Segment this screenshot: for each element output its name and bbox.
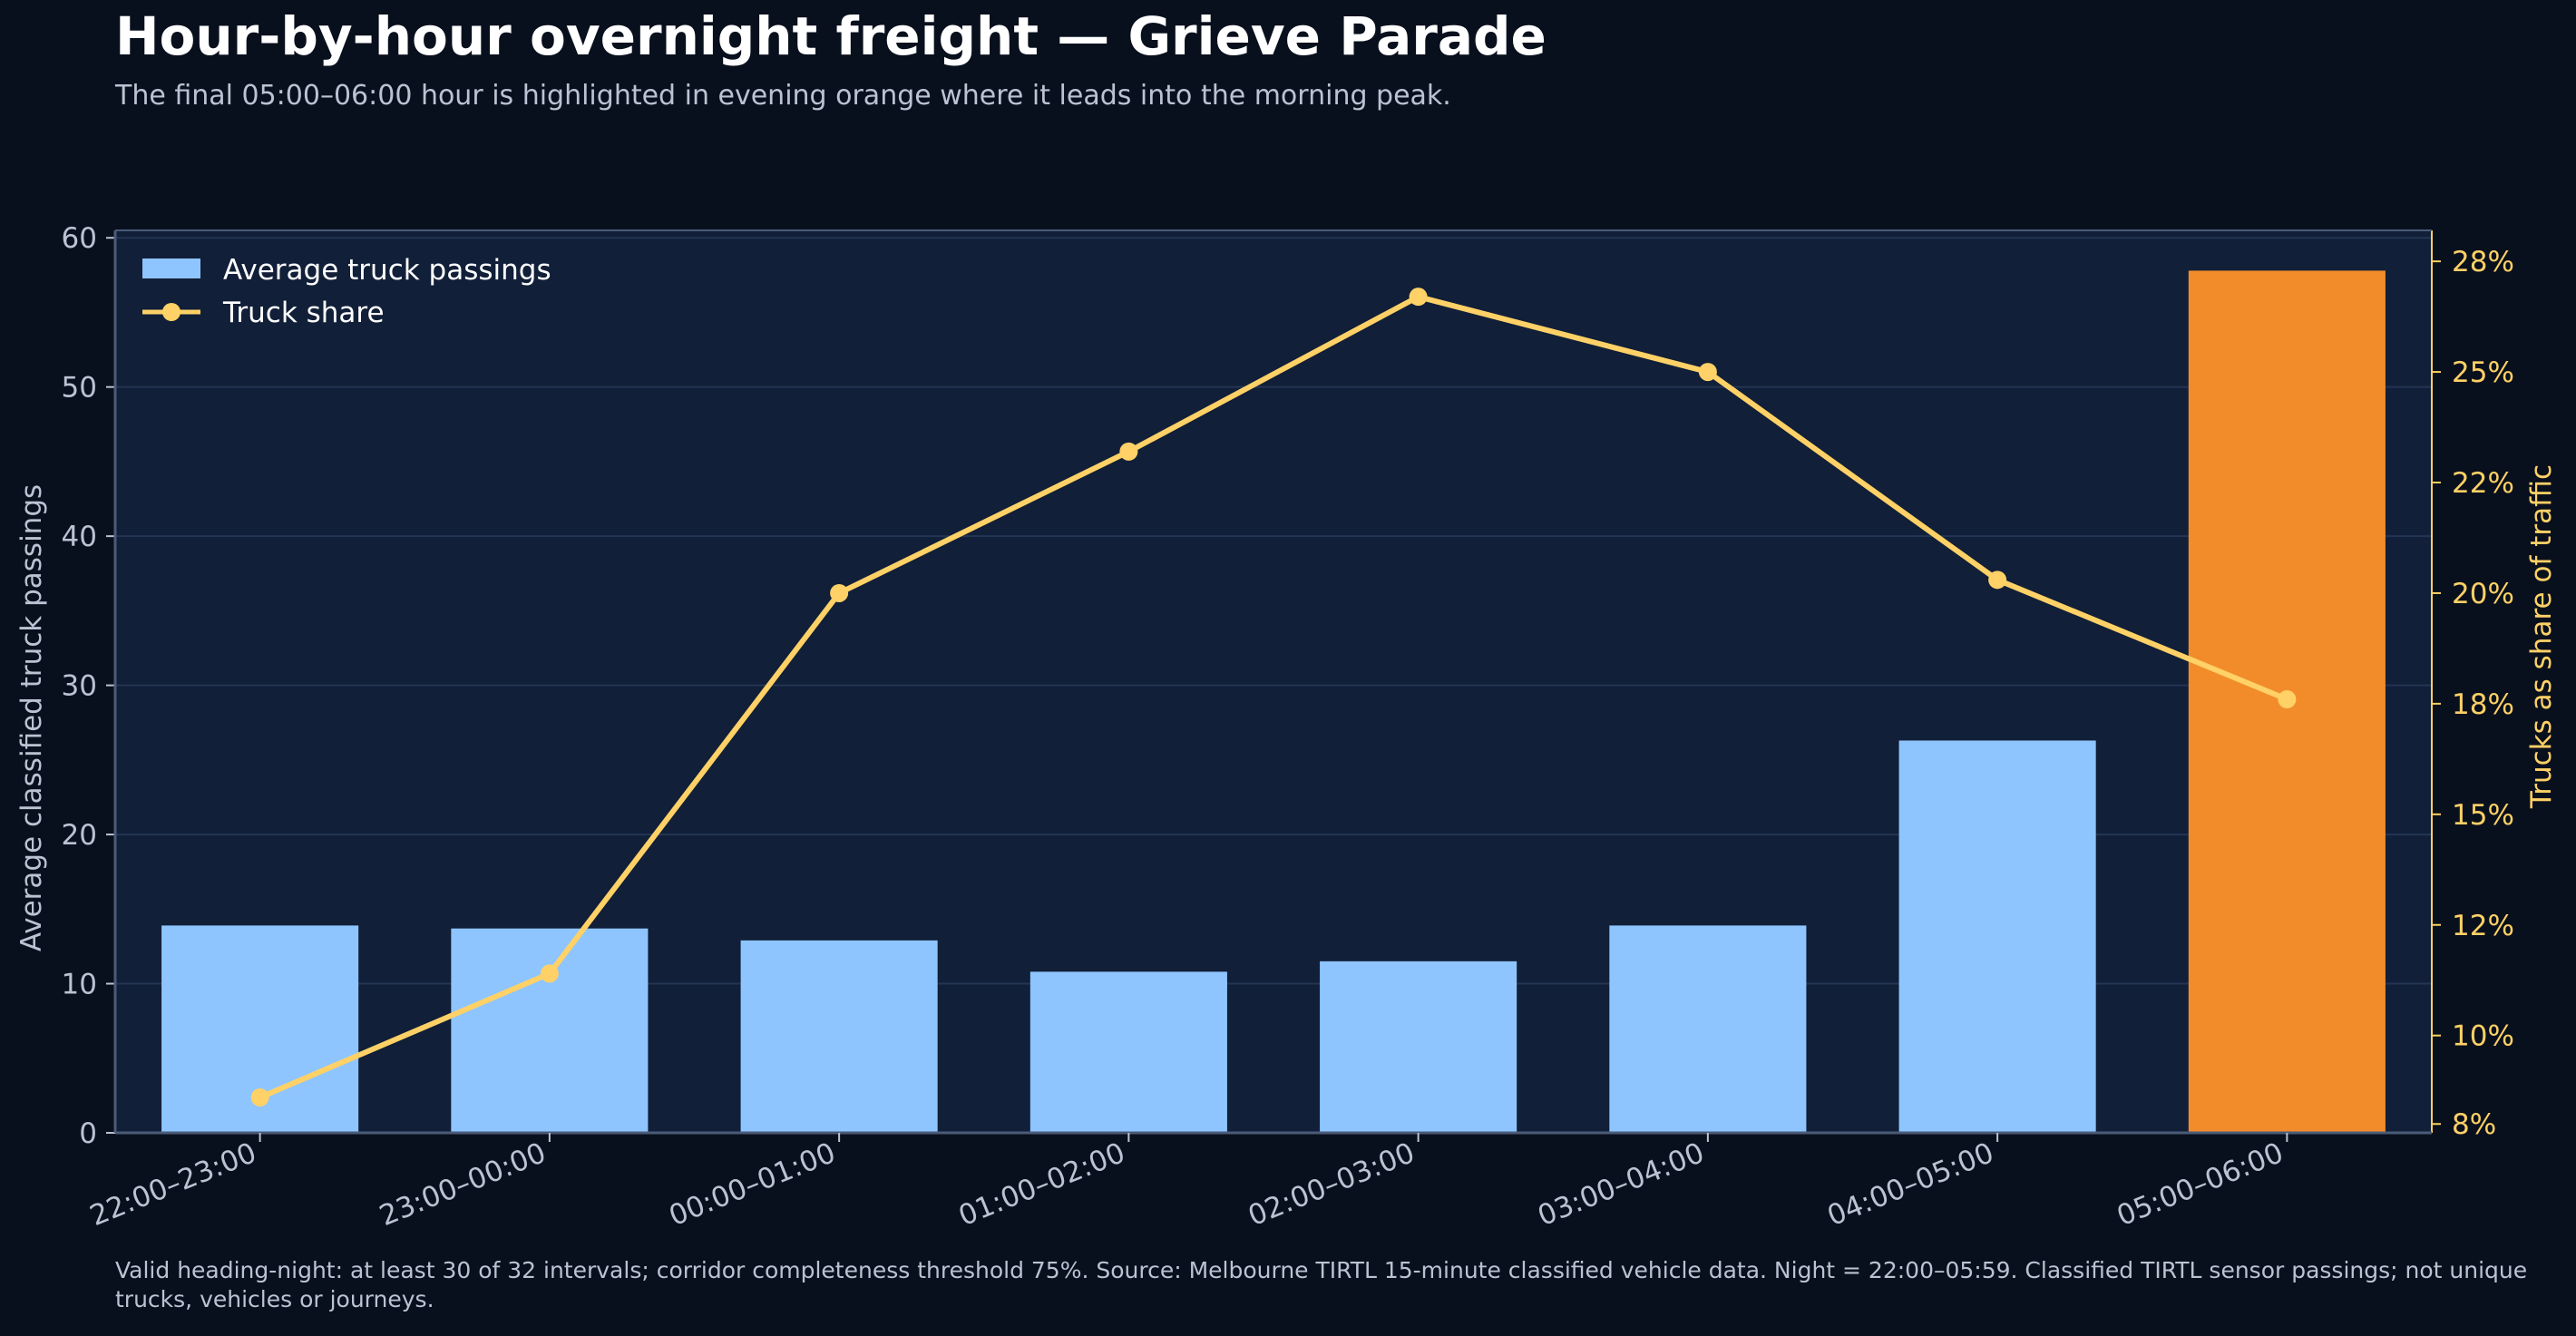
x-tick-label: 01:00–02:00 <box>954 1136 1130 1233</box>
legend-bar-label: Average truck passings <box>223 254 551 287</box>
y2-tick-label: 28% <box>2452 246 2514 278</box>
y-tick-label: 0 <box>79 1117 97 1150</box>
y2-tick-label: 10% <box>2452 1020 2514 1053</box>
truck-share-point-22:00–23:00 <box>250 1087 269 1107</box>
x-tick-label: 23:00–00:00 <box>375 1136 551 1233</box>
y2-axis-title: Trucks as share of traffic <box>2525 464 2558 809</box>
y-tick-label: 50 <box>62 372 97 405</box>
truck-share-line <box>259 294 2288 1100</box>
x-tick-label: 05:00–06:00 <box>2113 1136 2288 1233</box>
chart-title: Hour-by-hour overnight freight — Grieve … <box>115 5 1547 67</box>
x-tick-label: 04:00–05:00 <box>1823 1136 1999 1233</box>
truck-share-point-05:00–06:00 <box>2278 690 2297 709</box>
y2-tick-label: 18% <box>2452 688 2514 721</box>
y-axis-title: Average classified truck passings <box>15 484 48 951</box>
bar-03:00–04:00 <box>1609 925 1807 1133</box>
truck-share-point-00:00–01:00 <box>830 583 849 602</box>
legend: Average truck passings Truck share <box>142 254 551 329</box>
y-tick-label: 30 <box>62 670 97 703</box>
y2-tick-label: 12% <box>2452 910 2514 942</box>
y-tick-label: 60 <box>62 222 97 255</box>
chart-subtitle: The final 05:00–06:00 hour is highlighte… <box>115 80 1451 112</box>
y-tick-label: 40 <box>62 521 97 553</box>
footnote: Valid heading-night: at least 30 of 32 i… <box>115 1257 2528 1312</box>
truck-share-point-01:00–02:00 <box>1119 442 1138 461</box>
bar-04:00–05:00 <box>1898 740 2096 1133</box>
bar-23:00–00:00 <box>451 928 649 1133</box>
x-tick-label: 00:00–01:00 <box>665 1136 841 1233</box>
y2-tick-label: 22% <box>2452 467 2514 500</box>
truck-share-point-04:00–05:00 <box>1988 570 2007 590</box>
bar-01:00–02:00 <box>1029 971 1227 1133</box>
legend-bar-swatch <box>142 258 200 278</box>
truck-share-point-02:00–03:00 <box>1409 288 1428 307</box>
y2-tick-label: 15% <box>2452 799 2514 832</box>
legend-line-marker <box>162 303 181 321</box>
y-tick-label: 20 <box>62 819 97 852</box>
x-tick-label: 22:00–23:00 <box>85 1136 261 1233</box>
bar-series <box>161 270 2386 1133</box>
y-tick-label: 10 <box>62 969 97 1001</box>
bar-02:00–03:00 <box>1320 961 1517 1133</box>
x-tick-label: 02:00–03:00 <box>1244 1136 1420 1233</box>
line-series <box>250 288 2297 1107</box>
y2-tick-label: 8% <box>2452 1108 2496 1141</box>
bar-00:00–01:00 <box>740 940 938 1133</box>
x-tick-label: 03:00–04:00 <box>1533 1136 1709 1233</box>
y2-tick-label: 20% <box>2452 578 2514 610</box>
truck-share-point-23:00–00:00 <box>540 964 559 983</box>
truck-share-point-03:00–04:00 <box>1698 363 1717 382</box>
y2-tick-label: 25% <box>2452 356 2514 389</box>
legend-line-label: Truck share <box>222 297 385 329</box>
